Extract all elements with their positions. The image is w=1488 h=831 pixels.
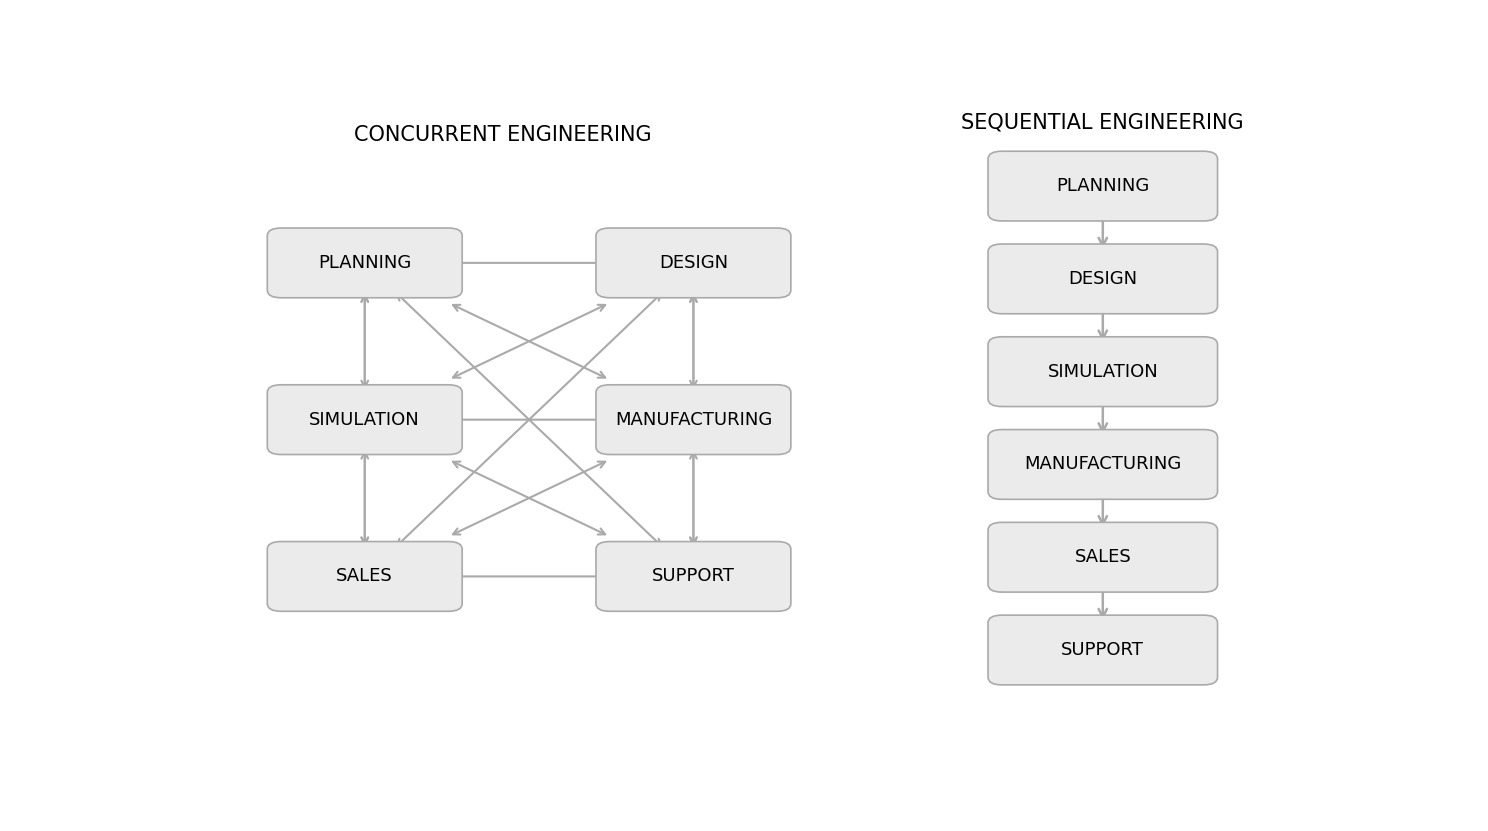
Text: CONCURRENT ENGINEERING: CONCURRENT ENGINEERING — [354, 125, 652, 145]
Text: SALES: SALES — [1074, 548, 1131, 566]
Text: MANUFACTURING: MANUFACTURING — [615, 411, 772, 429]
FancyBboxPatch shape — [988, 244, 1217, 314]
Text: SALES: SALES — [336, 568, 393, 585]
Text: PLANNING: PLANNING — [1056, 177, 1149, 195]
Text: SIMULATION: SIMULATION — [1048, 362, 1158, 381]
FancyBboxPatch shape — [268, 542, 463, 612]
Text: SUPPORT: SUPPORT — [652, 568, 735, 585]
FancyBboxPatch shape — [597, 542, 790, 612]
Text: PLANNING: PLANNING — [318, 254, 411, 272]
Text: SEQUENTIAL ENGINEERING: SEQUENTIAL ENGINEERING — [961, 112, 1244, 132]
Text: DESIGN: DESIGN — [1068, 270, 1137, 288]
FancyBboxPatch shape — [988, 337, 1217, 406]
Text: SUPPORT: SUPPORT — [1061, 641, 1144, 659]
FancyBboxPatch shape — [988, 615, 1217, 685]
FancyBboxPatch shape — [988, 430, 1217, 499]
FancyBboxPatch shape — [268, 228, 463, 297]
FancyBboxPatch shape — [988, 523, 1217, 593]
Text: SIMULATION: SIMULATION — [310, 411, 420, 429]
FancyBboxPatch shape — [597, 228, 790, 297]
FancyBboxPatch shape — [268, 385, 463, 455]
FancyBboxPatch shape — [988, 151, 1217, 221]
Text: MANUFACTURING: MANUFACTURING — [1024, 455, 1181, 474]
Text: DESIGN: DESIGN — [659, 254, 728, 272]
FancyBboxPatch shape — [597, 385, 790, 455]
